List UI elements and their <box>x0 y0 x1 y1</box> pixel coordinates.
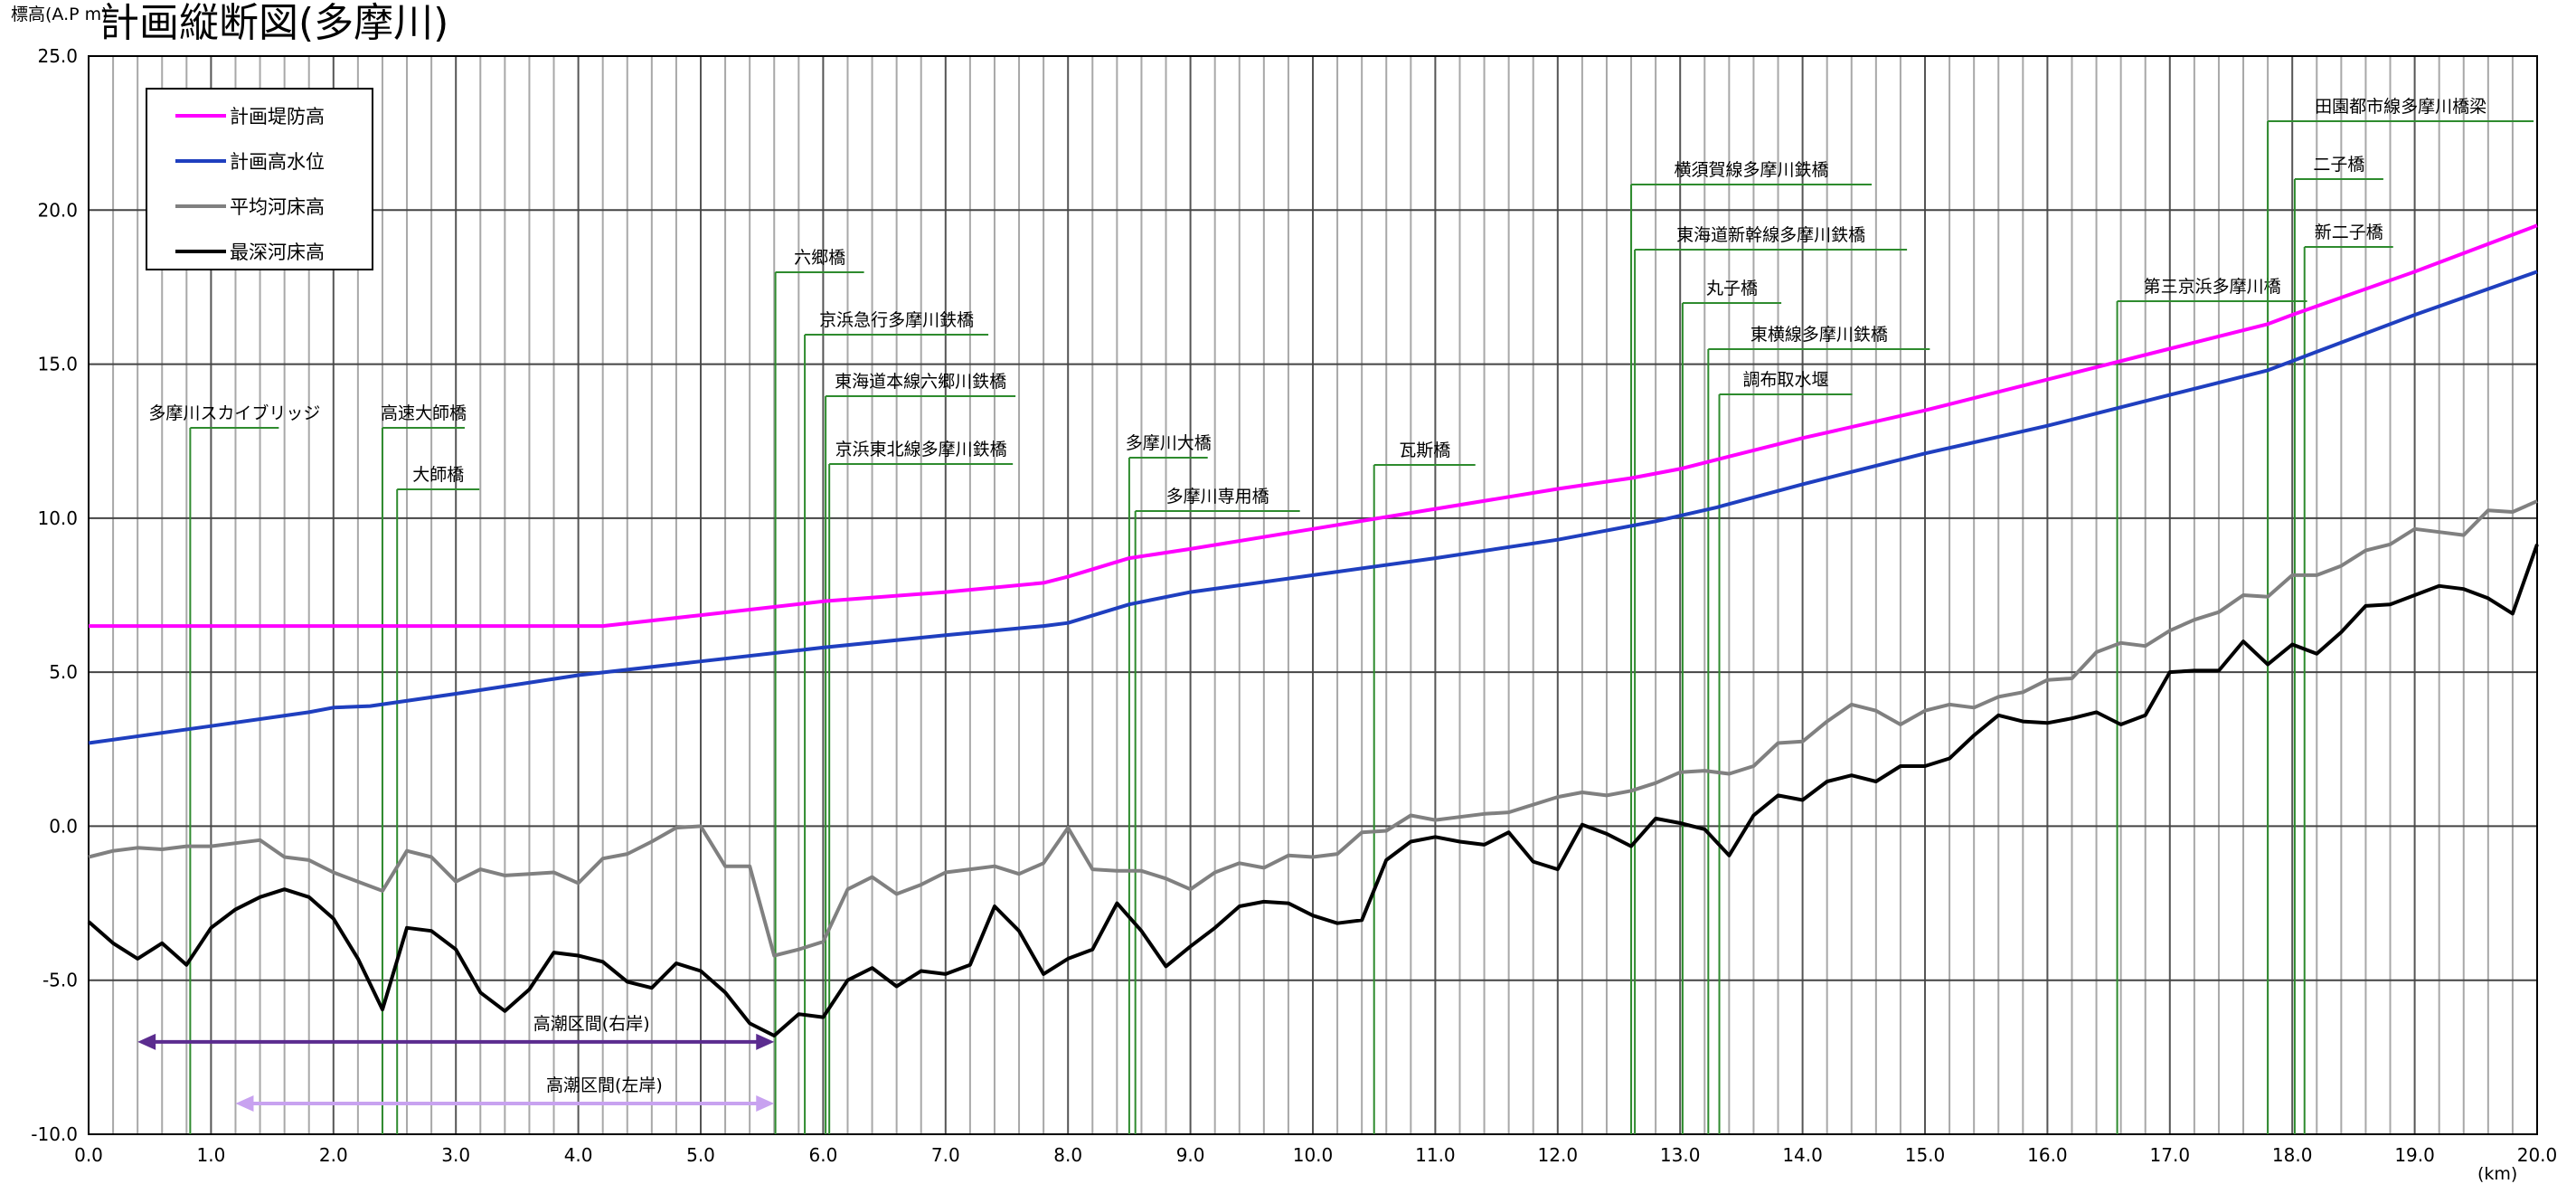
bridge-label: 東横線多摩川鉄橋 <box>1750 325 1888 345</box>
plot-area: 25.020.015.010.05.00.0-5.0-10.00.0 1.0 2.0… <box>31 45 2557 1166</box>
bridge-label: 多摩川大橋 <box>1126 433 1212 453</box>
bridge-label: 多摩川スカイブリッジ <box>148 403 320 423</box>
series-line-3 <box>87 544 2539 1037</box>
bridge-label: 二子橋 <box>2313 155 2364 175</box>
y-tick-label: 20.0 <box>37 199 78 221</box>
bridge-label: 横須賀線多摩川鉄橋 <box>1675 160 1829 180</box>
legend-box <box>146 88 373 270</box>
y-axis-label: 標高(A.P m) <box>11 5 109 24</box>
legend-label: 計画高水位 <box>230 151 325 173</box>
bridge-label: 京浜急行多摩川鉄橋 <box>819 310 974 330</box>
bridge-label: 六郷橋 <box>794 248 845 268</box>
chart-title: 計画縦断図(多摩川) <box>99 0 448 46</box>
x-tick-label: 7.0 <box>931 1144 960 1166</box>
x-axis-unit: (km) <box>2477 1164 2517 1184</box>
x-tick-label: 12.0 <box>1538 1144 1579 1166</box>
x-tick-label: 1.0 <box>196 1144 225 1166</box>
bridge-label: 第三京浜多摩川橋 <box>2144 277 2281 297</box>
bridge-label: 瓦斯橋 <box>1399 440 1450 460</box>
y-tick-label: -5.0 <box>42 970 78 991</box>
surge-arrow-head-left <box>235 1094 254 1112</box>
bridge-label: 新二子橋 <box>2315 223 2383 242</box>
legend-label: 最深河床高 <box>230 242 325 263</box>
x-tick-label: 4.0 <box>564 1144 593 1166</box>
bridge-label: 多摩川専用橋 <box>1166 487 1269 507</box>
y-tick-label: 0.0 <box>49 815 78 837</box>
bridge-label: 高速大師橋 <box>381 403 467 423</box>
series-line-2 <box>88 499 2538 958</box>
x-tick-label: 10.0 <box>1293 1144 1334 1166</box>
bridge-label: 調布取水堰 <box>1743 370 1829 390</box>
surge-arrow-head-left <box>137 1033 156 1050</box>
legend-label: 計画堤防高 <box>230 106 325 128</box>
series-line-1 <box>88 270 2538 745</box>
surge-label: 高潮区間(右岸) <box>533 1014 650 1034</box>
x-tick-label: 11.0 <box>1415 1144 1456 1166</box>
x-tick-label: 20.0 <box>2517 1144 2558 1166</box>
x-tick-label: 5.0 <box>686 1144 715 1166</box>
x-tick-label: 13.0 <box>1660 1144 1701 1166</box>
x-tick-label: 3.0 <box>441 1144 470 1166</box>
y-tick-label: 25.0 <box>37 45 78 67</box>
x-tick-label: 0.0 <box>74 1144 103 1166</box>
series-line-0 <box>89 223 2538 629</box>
legend-label: 平均河床高 <box>230 196 325 218</box>
x-tick-label: 9.0 <box>1176 1144 1205 1166</box>
x-tick-label: 16.0 <box>2027 1144 2068 1166</box>
y-tick-label: 15.0 <box>37 354 78 375</box>
bridge-label: 東海道新幹線多摩川鉄橋 <box>1676 225 1865 245</box>
x-tick-label: 15.0 <box>1905 1144 1946 1166</box>
x-tick-label: 6.0 <box>808 1144 837 1166</box>
y-tick-label: -10.0 <box>31 1123 78 1145</box>
x-tick-label: 19.0 <box>2394 1144 2435 1166</box>
y-tick-label: 5.0 <box>49 661 78 683</box>
bridge-label: 田園都市線多摩川橋梁 <box>2315 97 2486 117</box>
surge-arrow-head-right <box>756 1094 775 1112</box>
plot-frame <box>88 55 2538 1135</box>
x-tick-label: 2.0 <box>319 1144 348 1166</box>
surge-label: 高潮区間(左岸) <box>546 1075 663 1095</box>
bridge-label: 大師橋 <box>412 465 464 485</box>
x-tick-label: 17.0 <box>2150 1144 2191 1166</box>
bridge-label: 東海道本線六郷川鉄橋 <box>835 372 1006 392</box>
bridge-label: 京浜東北線多摩川鉄橋 <box>835 440 1007 459</box>
x-tick-label: 18.0 <box>2272 1144 2313 1166</box>
x-tick-label: 8.0 <box>1053 1144 1082 1166</box>
y-tick-label: 10.0 <box>37 507 78 529</box>
x-tick-label: 14.0 <box>1782 1144 1823 1166</box>
bridge-label: 丸子橋 <box>1706 279 1758 298</box>
surge-arrow-head-right <box>756 1033 775 1050</box>
